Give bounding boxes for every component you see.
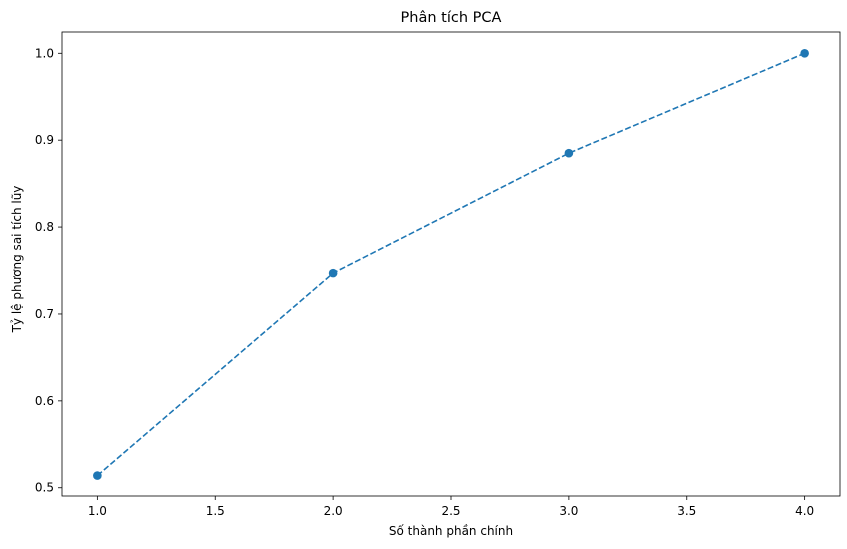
y-axis-label: Tỷ lệ phương sai tích lũy <box>10 186 24 334</box>
x-tick-label: 2.0 <box>324 504 343 518</box>
x-tick-label: 3.5 <box>677 504 696 518</box>
series-line <box>96 52 805 477</box>
data-point <box>564 148 574 158</box>
x-tick-label: 2.5 <box>441 504 460 518</box>
plot-area <box>61 31 841 497</box>
y-tick-label: 0.8 <box>35 220 54 234</box>
x-tick-label: 1.0 <box>88 504 107 518</box>
series-layer <box>93 48 809 480</box>
y-tick-label: 0.9 <box>35 133 54 147</box>
x-tick-label: 4.0 <box>795 504 814 518</box>
y-tick-label: 1.0 <box>35 46 54 60</box>
data-point <box>93 471 102 480</box>
x-axis: 1.0 1.5 2.0 2.5 3.0 3.5 4.0 <box>88 496 814 518</box>
data-point <box>328 268 338 278</box>
y-tick-label: 0.7 <box>35 307 54 321</box>
x-tick-label: 3.0 <box>559 504 578 518</box>
y-tick-label: 0.6 <box>35 394 54 408</box>
data-point <box>800 48 809 58</box>
x-tick-label: 1.5 <box>206 504 225 518</box>
plot-frame <box>61 31 841 497</box>
y-axis: 0.5 0.6 0.7 0.8 0.9 1.0 <box>35 46 62 495</box>
y-tick-label: 0.5 <box>35 481 54 495</box>
chart-title: Phân tích PCA <box>401 10 502 26</box>
x-axis-label: Số thành phần chính <box>389 524 513 538</box>
